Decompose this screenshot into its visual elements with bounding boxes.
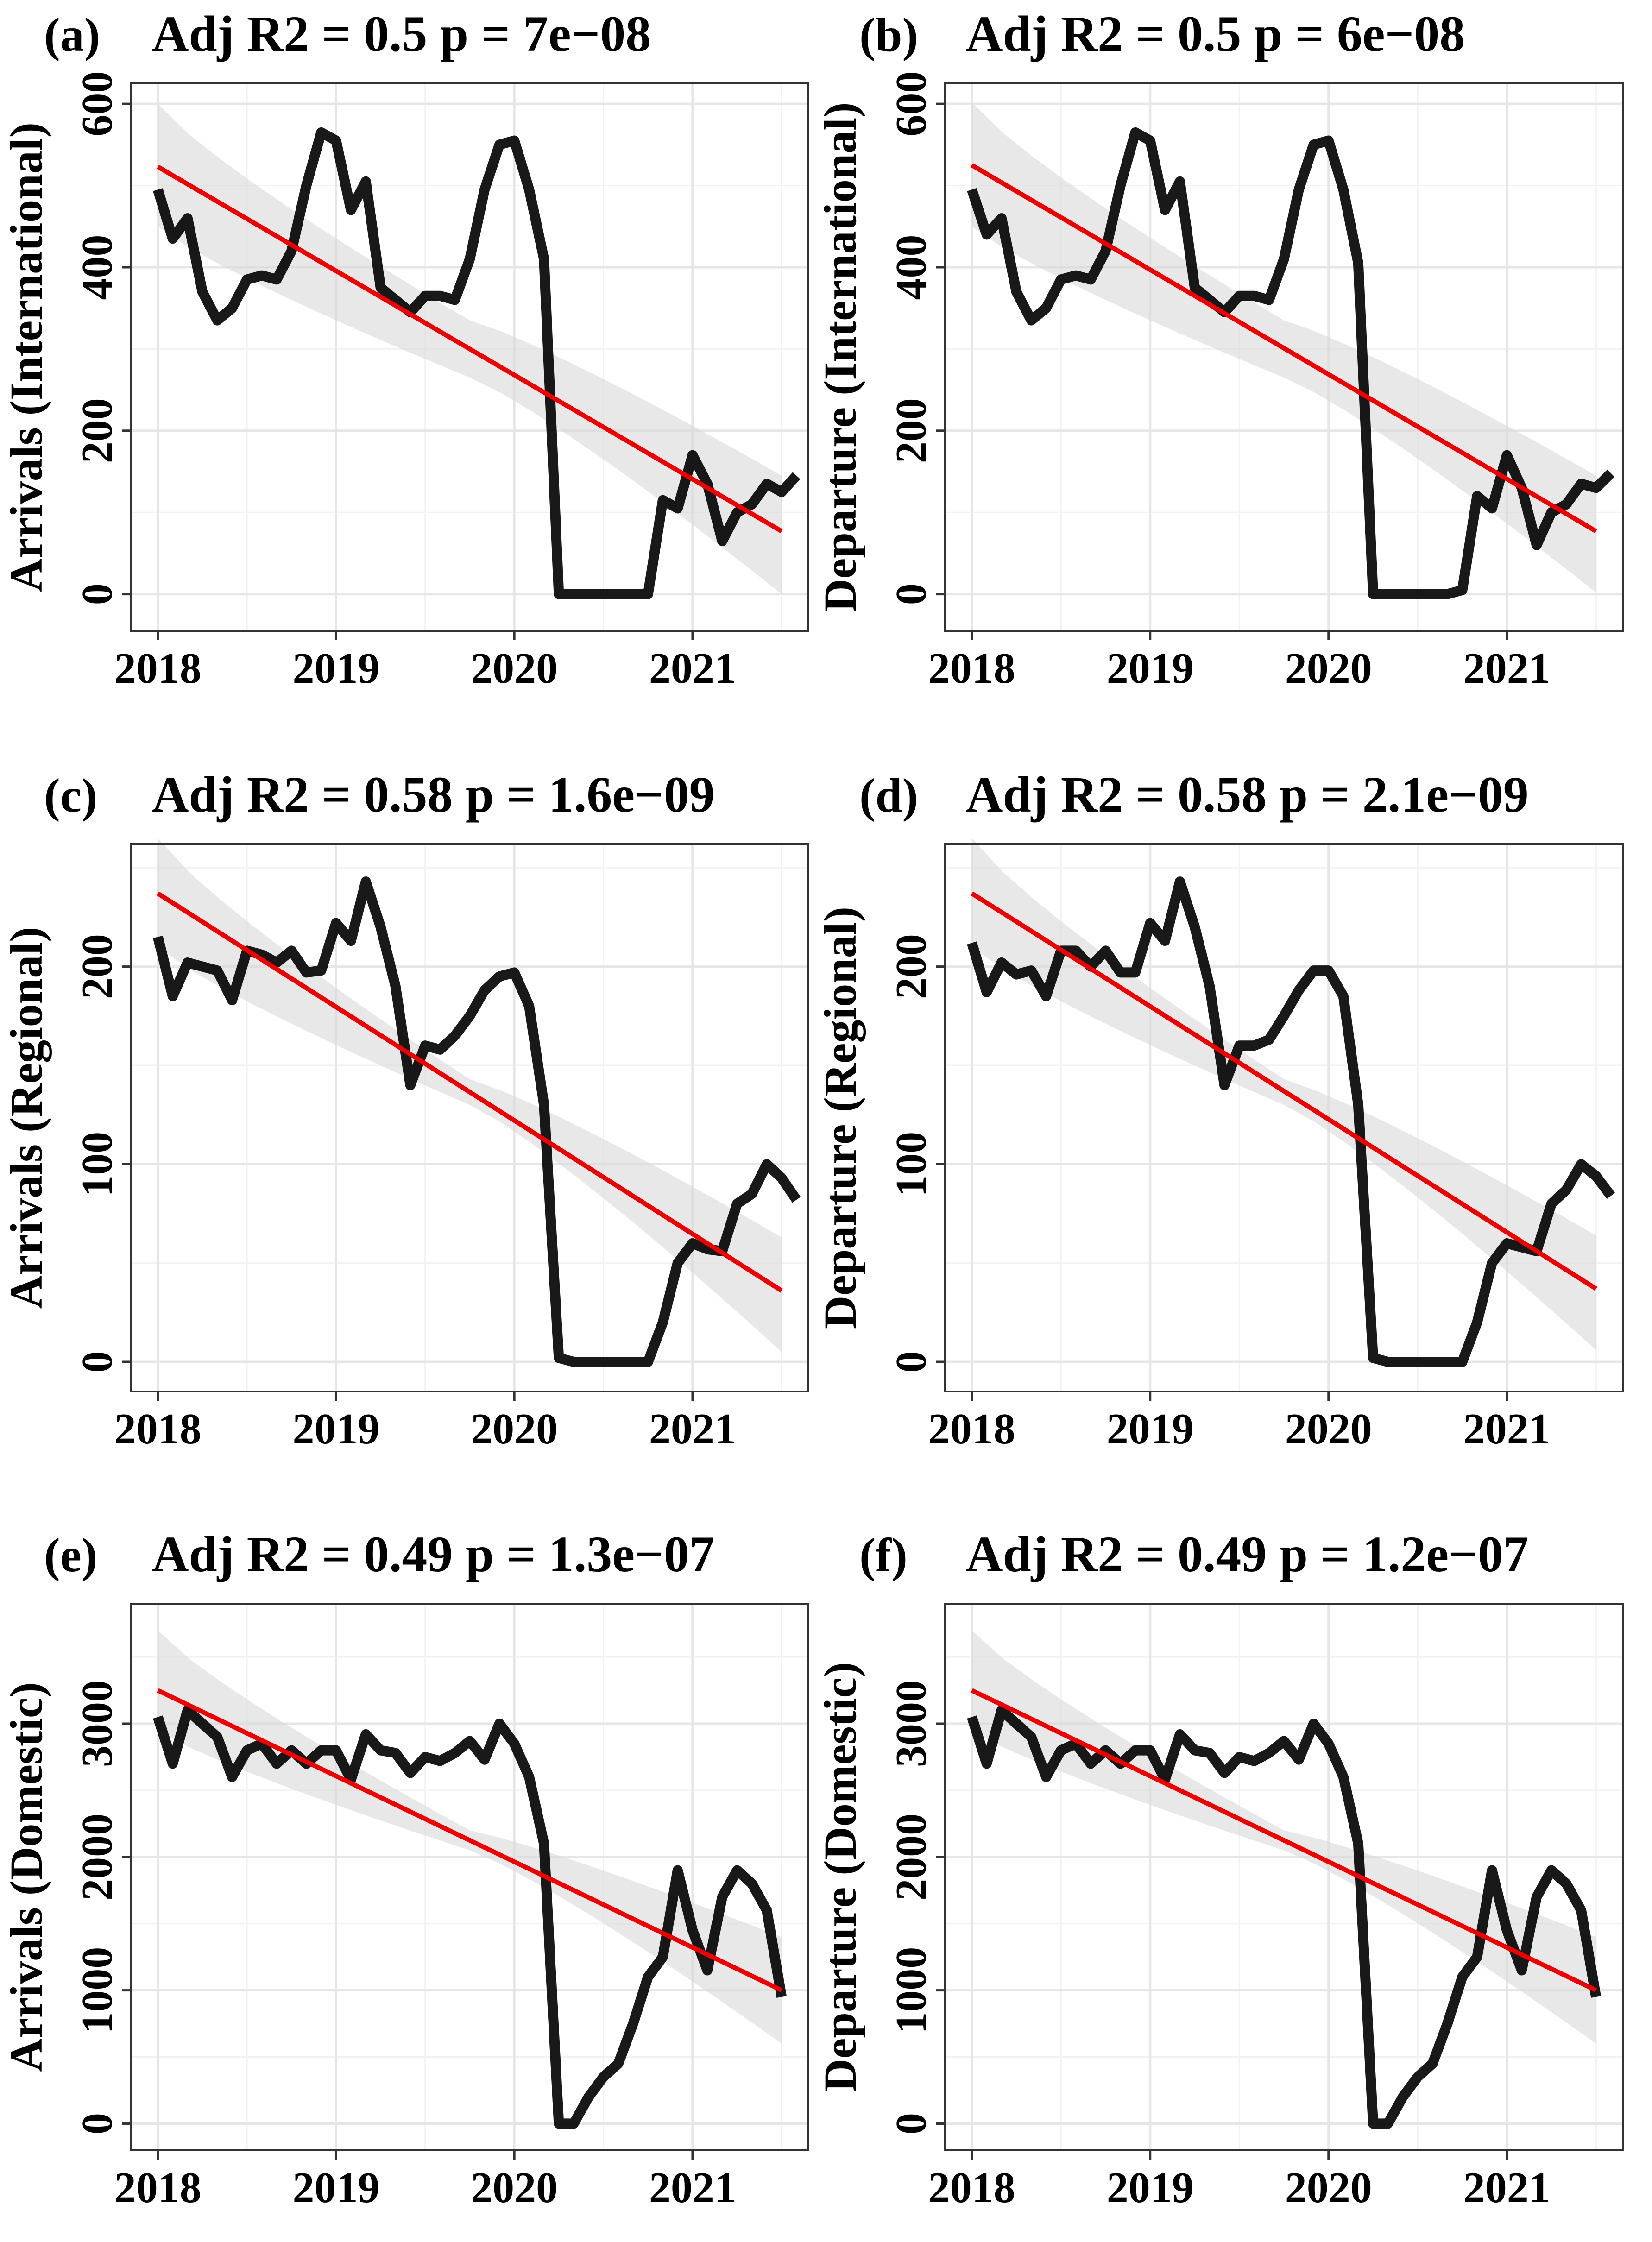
trend-line <box>971 163 1597 534</box>
y-tick-label: 3000 <box>73 1680 121 1767</box>
y-tick-label: 200 <box>887 934 935 999</box>
x-tick-label: 2018 <box>114 644 202 693</box>
plot-frame <box>944 1603 1624 2151</box>
confidence-band <box>971 1630 1596 2044</box>
x-tick-label: 2018 <box>114 2164 202 2212</box>
chart-title: Adj R2 = 0.5 p = 6e−08 <box>966 6 1465 62</box>
x-tick-label: 2020 <box>1285 1405 1372 1453</box>
y-axis-title: Arrivals (Regional) <box>0 927 52 1309</box>
y-tick-label: 200 <box>887 398 935 463</box>
chart-title: Adj R2 = 0.5 p = 7e−08 <box>152 6 651 62</box>
y-axis-title: Arrivals (Domestic) <box>0 1682 52 2072</box>
x-tick-label: 2021 <box>649 2164 736 2212</box>
panel-tag: (b) <box>859 8 918 62</box>
y-tick-label: 100 <box>73 1132 121 1197</box>
plot-background <box>131 1604 808 2150</box>
x-tick-label: 2019 <box>292 1405 379 1453</box>
series-line <box>967 876 1615 1367</box>
series-line <box>153 127 801 599</box>
y-tick-label: 200 <box>73 934 121 999</box>
x-tick-label: 2020 <box>1285 2164 1372 2212</box>
panel-c: 2018 2019 2020 2021 0 100 200 Arrivals (Regiona… <box>0 766 809 1453</box>
y-tick-label: 400 <box>73 234 121 300</box>
panel-d: 2018 2019 2020 2021 0 100 200 Departure (Region… <box>814 766 1624 1453</box>
y-tick-label: 0 <box>887 1351 935 1373</box>
y-tick-label: 0 <box>73 2113 121 2135</box>
confidence-band <box>158 1630 782 2044</box>
y-axis-title: Departure (Regional) <box>814 907 866 1329</box>
y-tick-label: 600 <box>73 71 121 137</box>
y-axis-title: Arrivals (International) <box>0 122 52 592</box>
plot-frame <box>130 843 809 1392</box>
x-tick-label: 2020 <box>471 1405 558 1453</box>
panel-tag: (e) <box>44 1529 97 1582</box>
chart-title: Adj R2 = 0.49 p = 1.2e−07 <box>966 1526 1529 1582</box>
panel-tag: (a) <box>44 8 100 62</box>
x-tick-label: 2020 <box>471 644 558 693</box>
chart-title: Adj R2 = 0.58 p = 2.1e−09 <box>966 766 1529 823</box>
x-tick-label: 2019 <box>1107 2164 1194 2212</box>
y-tick-label: 2000 <box>887 1814 935 1901</box>
x-tick-label: 2018 <box>928 2164 1015 2212</box>
x-tick-label: 2021 <box>1463 1405 1551 1453</box>
x-tick-label: 2019 <box>292 2164 379 2212</box>
x-tick-label: 2019 <box>1107 644 1194 693</box>
trend-line <box>971 891 1597 1291</box>
trend-line <box>157 1688 783 1993</box>
y-tick-label: 0 <box>887 2113 935 2135</box>
x-tick-label: 2020 <box>471 2164 558 2212</box>
series-line <box>153 1705 787 2129</box>
y-tick-label: 600 <box>887 71 935 137</box>
x-tick-label: 2021 <box>649 1405 736 1453</box>
y-tick-label: 1000 <box>887 1947 935 2034</box>
x-tick-label: 2020 <box>1285 644 1372 693</box>
confidence-band <box>158 838 782 1352</box>
trend-line <box>971 1688 1597 1993</box>
x-tick-label: 2018 <box>928 644 1015 693</box>
y-tick-label: 1000 <box>73 1947 121 2034</box>
chart-title: Adj R2 = 0.49 p = 1.3e−07 <box>152 1526 715 1582</box>
panel-b: 2018 2019 2020 2021 0 200 400 600 Departure (Int… <box>814 6 1624 693</box>
panel-a: 2018 2019 2020 2021 0 200 400 600 Arrivals (Inte… <box>0 6 809 693</box>
panel-tag: (d) <box>859 769 918 822</box>
panel-e: 2018 2019 2020 2021 0 1000 2000 3000 Arrivals (D… <box>0 1526 809 2212</box>
y-axis-title: Departure (International) <box>814 102 866 612</box>
plot-frame <box>944 82 1624 632</box>
y-tick-label: 100 <box>887 1132 935 1197</box>
series-line <box>153 876 801 1367</box>
plot-frame <box>130 1603 809 2151</box>
y-tick-label: 3000 <box>887 1680 935 1767</box>
y-tick-label: 0 <box>73 1351 121 1373</box>
x-tick-label: 2021 <box>1463 644 1551 693</box>
x-tick-label: 2019 <box>292 644 379 693</box>
y-tick-label: 0 <box>73 583 121 605</box>
confidence-band <box>971 838 1596 1350</box>
panel-tag: (c) <box>44 769 97 822</box>
y-axis-title: Departure (Domestic) <box>814 1662 866 2092</box>
trend-line <box>157 164 783 534</box>
y-tick-label: 0 <box>887 583 935 605</box>
plot-frame <box>944 843 1624 1392</box>
x-tick-label: 2018 <box>114 1405 202 1453</box>
x-tick-label: 2021 <box>649 644 736 693</box>
y-tick-label: 2000 <box>73 1814 121 1901</box>
x-tick-label: 2019 <box>1107 1405 1194 1453</box>
panel-tag: (f) <box>859 1529 908 1582</box>
chart-title: Adj R2 = 0.58 p = 1.6e−09 <box>152 766 715 823</box>
series-line <box>967 1705 1602 2129</box>
x-tick-label: 2018 <box>928 1405 1015 1453</box>
y-tick-label: 200 <box>73 398 121 463</box>
trend-line <box>157 891 783 1293</box>
plot-frame <box>130 82 809 632</box>
y-tick-label: 400 <box>887 234 935 300</box>
x-tick-label: 2021 <box>1463 2164 1551 2212</box>
plot-background <box>945 1604 1623 2150</box>
panel-f: 2018 2019 2020 2021 0 1000 2000 3000 Departure (… <box>814 1526 1624 2212</box>
series-line <box>967 127 1615 599</box>
